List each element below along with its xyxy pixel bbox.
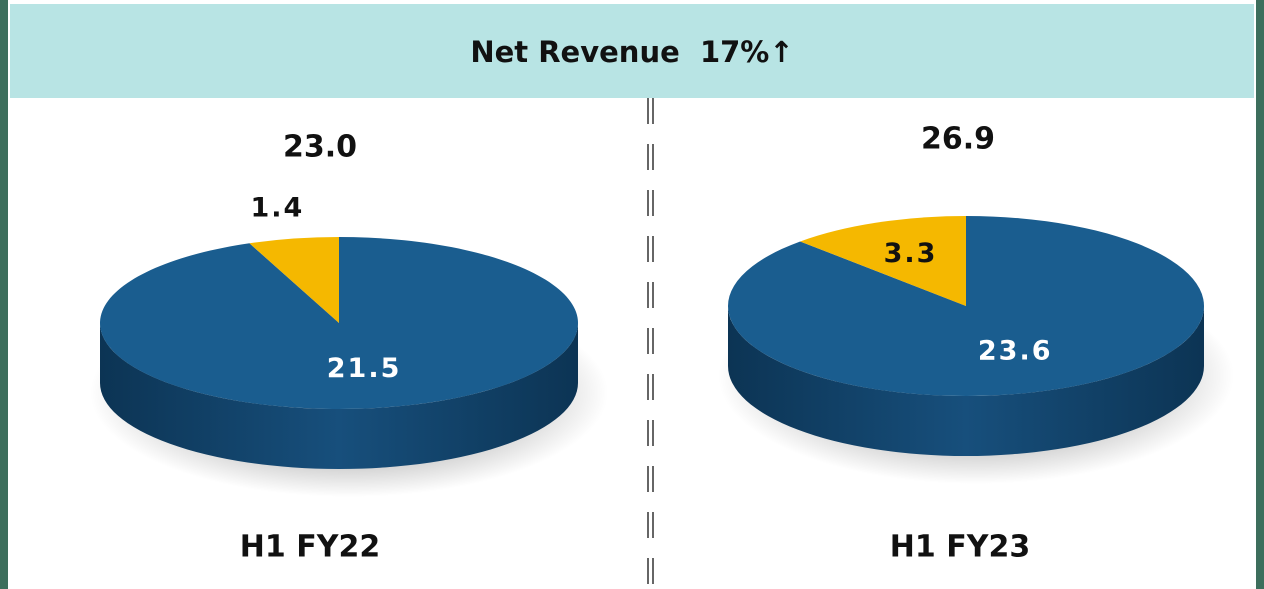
pie-slice bbox=[249, 237, 339, 323]
pie-caption: H1 FY22 bbox=[240, 530, 380, 565]
data-label: 1.4 bbox=[250, 193, 304, 224]
pie-slice bbox=[728, 216, 1205, 397]
pie-total: 26.9 bbox=[921, 122, 995, 157]
header-title: Net Revenue 17%↑ bbox=[470, 35, 793, 69]
pie-side bbox=[100, 323, 578, 469]
pie-total: 23.0 bbox=[283, 130, 357, 165]
pie-slice bbox=[800, 216, 966, 306]
pie-side bbox=[728, 306, 1204, 456]
data-label: 23.6 bbox=[978, 335, 1053, 366]
data-label: 3.3 bbox=[884, 238, 938, 269]
header-band bbox=[10, 4, 1254, 98]
data-label: 21.5 bbox=[327, 353, 402, 384]
pie-caption: H1 FY23 bbox=[890, 530, 1030, 565]
charts: 21.5 1.4 23.0 H1 FY22 23.6 3.3 26.9 H1 FY23 bbox=[90, 122, 1234, 565]
